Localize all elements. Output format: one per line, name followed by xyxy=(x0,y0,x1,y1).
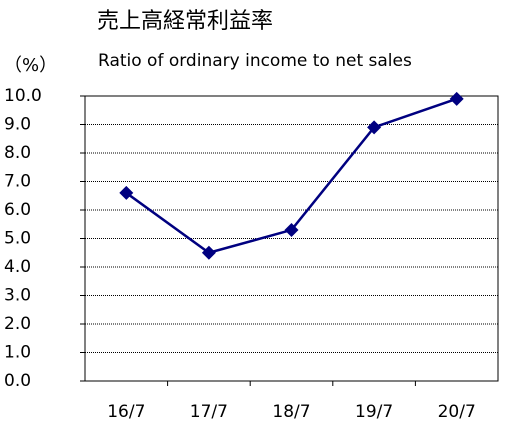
marker xyxy=(449,91,464,106)
y-tick-label: 1.0 xyxy=(4,343,31,363)
y-tick-label: 10.0 xyxy=(4,86,42,106)
marker xyxy=(284,222,299,237)
y-tick-label: 4.0 xyxy=(4,257,31,277)
x-tick-label: 16/7 xyxy=(107,402,145,421)
y-tick-label: 3.0 xyxy=(4,286,31,306)
y-tick-label: 0.0 xyxy=(4,371,31,391)
y-axis-label: （%） xyxy=(4,55,57,76)
marker xyxy=(367,120,382,135)
y-tick-label: 7.0 xyxy=(4,172,31,192)
marker xyxy=(201,245,216,260)
y-tick-label: 6.0 xyxy=(4,200,31,220)
x-tick-label: 19/7 xyxy=(355,402,393,421)
plot-frame xyxy=(84,95,499,382)
y-tick-label: 2.0 xyxy=(4,314,31,334)
marker xyxy=(119,185,134,200)
x-tick-label: 18/7 xyxy=(272,402,310,421)
chart-subtitle: Ratio of ordinary income to net sales xyxy=(98,51,412,71)
x-tick-label: 20/7 xyxy=(438,402,476,421)
y-tick-label: 5.0 xyxy=(4,229,31,249)
x-tick-label: 17/7 xyxy=(190,402,228,421)
chart-title: 売上高経常利益率 xyxy=(97,9,273,34)
y-tick-label: 8.0 xyxy=(4,143,31,163)
y-tick-label: 9.0 xyxy=(4,115,31,135)
